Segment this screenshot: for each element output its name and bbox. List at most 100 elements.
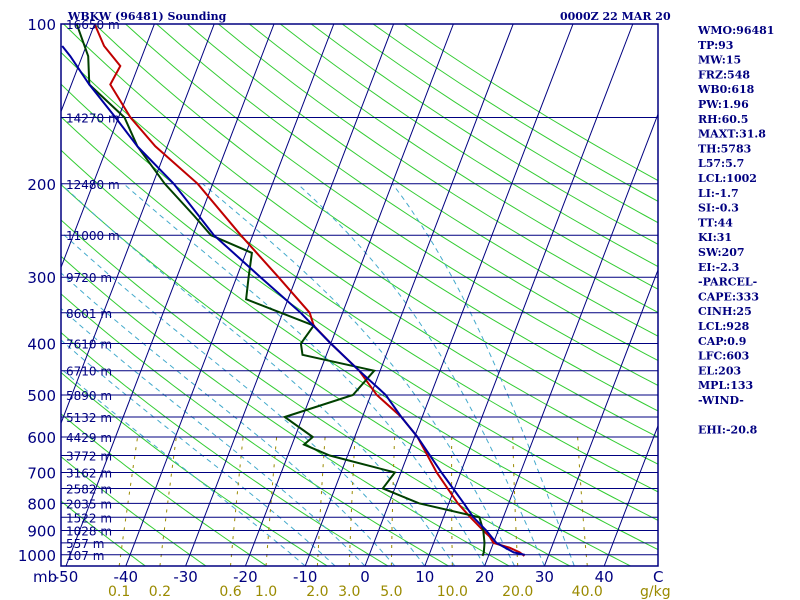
sounding-profiles bbox=[61, 24, 526, 557]
mixing-ratio-tick-label: 1.0 bbox=[255, 584, 277, 600]
mixing-ratio-line bbox=[577, 436, 588, 566]
mixing-ratio-line bbox=[316, 436, 326, 566]
mixing-ratio-tick-label: 10.0 bbox=[437, 584, 468, 600]
isotherm-line bbox=[185, 24, 395, 566]
mixing-ratio-tick-label: 2.0 bbox=[306, 584, 328, 600]
height-labels: 16650 m 14270 m 12480 m 11000 m 9720 m 8601 m… bbox=[66, 18, 120, 563]
index-value: -PARCEL- bbox=[698, 276, 757, 289]
mixing-ratio-line bbox=[265, 436, 278, 566]
index-value: FRZ:548 bbox=[698, 68, 750, 81]
index-value: EHI:-20.8 bbox=[698, 424, 758, 437]
mixing-ratio-line bbox=[390, 436, 396, 566]
index-value: KI:31 bbox=[698, 231, 732, 244]
pressure-tick-label: 500 bbox=[27, 387, 56, 405]
isotherm-line bbox=[244, 24, 454, 566]
pressure-tick-label: 700 bbox=[27, 465, 56, 483]
pressure-tick-label: 400 bbox=[27, 336, 56, 354]
index-value: CAPE:333 bbox=[698, 290, 759, 303]
moist-adiabat-line bbox=[392, 183, 575, 566]
isotherm-line bbox=[0, 24, 35, 566]
dry-adiabat-line bbox=[279, 24, 658, 268]
index-value: PW:1.96 bbox=[698, 98, 749, 111]
temperature-tick-label: -40 bbox=[114, 568, 139, 586]
dry-adiabat-line bbox=[61, 456, 207, 566]
index-value: SW:207 bbox=[698, 246, 745, 259]
dry-adiabat-line bbox=[61, 500, 146, 566]
height-label: 9720 m bbox=[66, 271, 112, 285]
isotherm-line bbox=[543, 268, 658, 566]
dry-adiabat-line bbox=[61, 149, 658, 551]
dry-adiabat-lines bbox=[61, 24, 658, 566]
moist-adiabat-line bbox=[61, 307, 366, 566]
temperature-tick-label: 10 bbox=[415, 568, 434, 586]
mixing-ratio-line bbox=[159, 436, 177, 566]
isotherm-line bbox=[304, 24, 514, 566]
mixing-ratio-line bbox=[451, 437, 453, 566]
index-value: LCL:928 bbox=[698, 320, 750, 333]
height-label: 5890 m bbox=[66, 389, 112, 403]
mixing-ratio-line bbox=[118, 436, 139, 566]
dry-adiabat-line bbox=[61, 293, 449, 566]
pressure-unit-label: mb bbox=[33, 568, 57, 586]
height-label: 557 m bbox=[66, 537, 104, 551]
moist-adiabat-line bbox=[123, 183, 486, 566]
height-label: 16650 m bbox=[66, 18, 120, 32]
temperature-tick-label: 20 bbox=[475, 568, 494, 586]
mixing-ratio-line bbox=[512, 436, 519, 566]
height-label: 2582 m bbox=[66, 482, 112, 496]
temperature-tick-label: -20 bbox=[233, 568, 258, 586]
dry-adiabat-line bbox=[61, 413, 267, 566]
index-value: WMO:96481 bbox=[697, 24, 774, 37]
dry-adiabat-line bbox=[61, 51, 658, 465]
dry-adiabat-line bbox=[63, 24, 658, 438]
temperature-tick-label: 0 bbox=[360, 568, 370, 586]
temperature-tick-label: -30 bbox=[173, 568, 198, 586]
height-label: 4429 m bbox=[66, 431, 112, 445]
index-value: MAXT:31.8 bbox=[698, 128, 766, 141]
temperature-axis-labels: -50 -40 -30 -20 -10 0 10 20 30 40 bbox=[54, 568, 614, 586]
dry-adiabat-line bbox=[61, 255, 510, 566]
dry-adiabat-line bbox=[61, 116, 658, 521]
index-value: LI:-1.7 bbox=[698, 187, 739, 200]
mixing-ratio-line bbox=[348, 436, 356, 566]
dry-adiabat-line bbox=[61, 219, 571, 566]
height-label: 1522 m bbox=[66, 511, 112, 525]
mixing-ratio-line bbox=[230, 436, 244, 566]
temperature-profile bbox=[93, 24, 525, 557]
pressure-tick-label: 600 bbox=[27, 429, 56, 447]
height-label: 14270 m bbox=[66, 111, 120, 125]
isotherm-line bbox=[364, 24, 574, 566]
pressure-tick-label: 900 bbox=[27, 522, 56, 540]
index-value: CINH:25 bbox=[698, 305, 752, 318]
mixing-ratio-tick-label: 0.6 bbox=[219, 584, 241, 600]
mixing-ratio-tick-label: 3.0 bbox=[338, 584, 360, 600]
index-value: EL:203 bbox=[698, 364, 741, 377]
temperature-tick-label: -50 bbox=[54, 568, 79, 586]
index-value: LFC:603 bbox=[698, 350, 749, 363]
dry-adiabat-line bbox=[61, 331, 389, 566]
pressure-tick-label: 1000 bbox=[18, 547, 56, 565]
height-label: 12480 m bbox=[66, 178, 120, 192]
plot-frame bbox=[60, 23, 659, 567]
temperature-unit-label: C bbox=[653, 568, 663, 586]
pressure-axis-labels: 100 200 300 400 500 600 700 800 900 1000 bbox=[18, 16, 56, 565]
mixing-ratio-tick-label: 20.0 bbox=[502, 584, 533, 600]
height-label: 1028 m bbox=[66, 524, 112, 538]
height-label: 6710 m bbox=[66, 365, 112, 379]
parcel-profile bbox=[61, 45, 526, 556]
dewpoint-profile bbox=[75, 24, 486, 557]
index-value: MW:15 bbox=[698, 54, 741, 67]
dry-adiabat-line bbox=[61, 83, 658, 493]
height-label: 3162 m bbox=[66, 467, 112, 481]
mixing-ratio-tick-label: 0.1 bbox=[108, 584, 130, 600]
moist-adiabat-line bbox=[61, 183, 456, 566]
height-label: 2035 m bbox=[66, 497, 112, 511]
index-value: TH:5783 bbox=[698, 142, 751, 155]
dry-adiabat-line bbox=[187, 24, 658, 337]
height-label: 107 m bbox=[66, 549, 104, 563]
moist-adiabat-line bbox=[297, 183, 545, 566]
dry-adiabat-line bbox=[156, 24, 658, 362]
temperature-tick-label: 30 bbox=[535, 568, 554, 586]
